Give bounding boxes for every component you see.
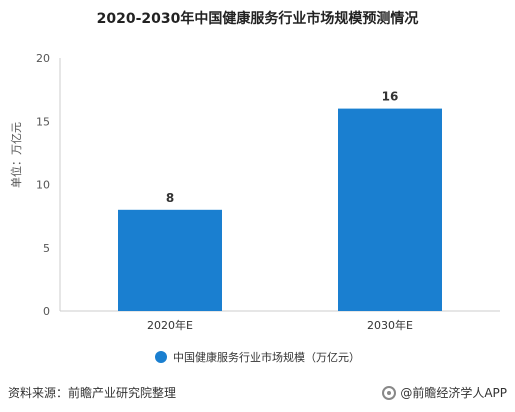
- legend: 中国健康服务行业市场规模（万亿元）: [0, 349, 515, 365]
- data-label: 8: [166, 191, 174, 205]
- y-tick-label: 0: [43, 305, 50, 318]
- brand-text: @前瞻经济学人APP: [400, 386, 507, 400]
- y-axis-label: 单位：万亿元: [10, 122, 23, 188]
- chart-title: 2020-2030年中国健康服务行业市场规模预测情况: [96, 11, 419, 27]
- brand-credit: @前瞻经济学人APP: [382, 384, 507, 401]
- data-label: 16: [382, 90, 399, 104]
- y-ticks: 0 5 10 15 20: [36, 52, 50, 318]
- logo-circle-icon: [382, 385, 397, 400]
- bar: [338, 108, 442, 311]
- data-labels: 8 16: [166, 90, 399, 205]
- y-tick-label: 10: [36, 179, 50, 192]
- x-tick-label: 2030年E: [367, 318, 413, 332]
- x-tick-label: 2020年E: [147, 318, 193, 332]
- y-tick-label: 15: [36, 115, 50, 128]
- x-tick-labels: 2020年E 2030年E: [147, 318, 413, 332]
- y-tick-label: 5: [43, 242, 50, 255]
- bars: [118, 108, 442, 311]
- y-tick-label: 20: [36, 52, 50, 65]
- bar: [118, 209, 222, 311]
- legend-circle-icon: [155, 351, 167, 363]
- source-note: 资料来源：前瞻产业研究院整理: [8, 386, 177, 400]
- legend-label: 中国健康服务行业市场规模（万亿元）: [173, 351, 360, 364]
